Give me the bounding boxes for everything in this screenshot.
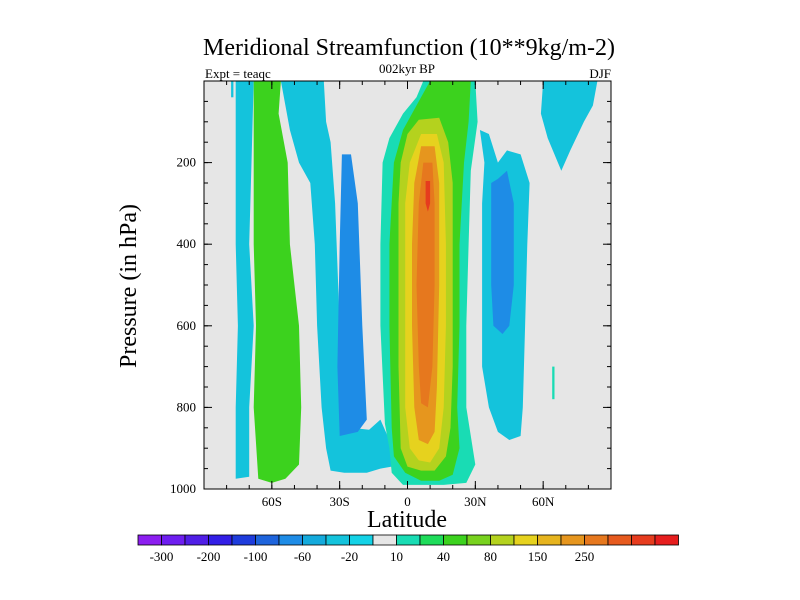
colorbar-box xyxy=(466,534,491,546)
colorbar-label: 150 xyxy=(528,549,548,564)
season-label: DJF xyxy=(589,66,611,81)
x-tick-label: 60N xyxy=(532,494,555,509)
contour-hadley-cell-200 xyxy=(416,162,435,408)
colorbar-box xyxy=(631,534,656,546)
colorbar-box xyxy=(419,534,444,546)
colorbar-box xyxy=(584,534,609,546)
contour-hadley-cell-peak xyxy=(425,181,431,212)
colorbar-label: 250 xyxy=(575,549,595,564)
colorbar-box xyxy=(278,534,303,546)
colorbar-box xyxy=(208,534,233,546)
contour-southern-subtropical-negative-outer xyxy=(280,81,394,473)
contour-northern-polar-streak xyxy=(552,366,555,400)
colorbar-label: -200 xyxy=(197,549,221,564)
contour-northern-polar-negative-cell xyxy=(540,81,598,171)
colorbar-label: -100 xyxy=(244,549,268,564)
colorbar-box xyxy=(255,534,280,546)
experiment-label: Expt = teaqc xyxy=(205,66,271,81)
colorbar-box xyxy=(560,534,585,546)
contour-southern-polar-negative-cell xyxy=(235,81,254,479)
contour-southern-tropical-positive-fringe xyxy=(305,81,322,86)
colorbar-box xyxy=(325,534,350,546)
colorbar-label: 40 xyxy=(437,549,450,564)
plot-area: 60S 30S 0 30N 60N 200 400 600 800 1000 xyxy=(170,80,612,509)
colorbar-box xyxy=(349,534,374,546)
y-tick-label: 800 xyxy=(177,399,197,414)
colorbar-box xyxy=(537,534,562,546)
y-tick-label: 600 xyxy=(177,318,197,333)
contour-northern-ferrel-negative-inner xyxy=(491,170,514,334)
colorbar-label: 80 xyxy=(484,549,497,564)
period-label: 002kyr BP xyxy=(379,61,435,76)
contour-fills xyxy=(231,81,598,485)
x-tick-label: 30S xyxy=(330,494,350,509)
colorbar-box xyxy=(513,534,538,546)
colorbar-box xyxy=(654,534,679,546)
y-tick-label: 400 xyxy=(177,236,197,251)
colorbar: -300 -200 -100 -60 -20 10 40 80 150 250 xyxy=(137,534,679,564)
x-tick-label: 30N xyxy=(464,494,487,509)
colorbar-box xyxy=(184,534,209,546)
colorbar-box xyxy=(490,534,515,546)
y-axis-label: Pressure (in hPa) xyxy=(116,204,142,368)
x-axis-label: Latitude xyxy=(367,507,447,533)
x-tick-label: 60S xyxy=(262,494,282,509)
colorbar-box xyxy=(443,534,468,546)
contour-southern-subtropical-negative-inner xyxy=(337,154,367,436)
colorbar-box xyxy=(231,534,256,546)
chart-title: Meridional Streamfunction (10**9kg/m-2) xyxy=(203,35,615,61)
contour-antarctic-edge-cell xyxy=(231,81,234,98)
colorbar-box xyxy=(396,534,421,546)
contour-southern-ferrel-positive-cell xyxy=(253,81,302,483)
colorbar-label: -20 xyxy=(341,549,358,564)
y-tick-label: 1000 xyxy=(170,481,196,496)
colorbar-label: -300 xyxy=(150,549,174,564)
y-tick-label: 200 xyxy=(177,155,197,170)
colorbar-box xyxy=(137,534,162,546)
colorbar-box xyxy=(607,534,632,546)
colorbar-box xyxy=(372,534,397,546)
x-tick-label: 0 xyxy=(404,494,411,509)
colorbar-label: 10 xyxy=(390,549,403,564)
colorbar-box xyxy=(302,534,327,546)
colorbar-box xyxy=(161,534,186,546)
colorbar-label: -60 xyxy=(294,549,311,564)
